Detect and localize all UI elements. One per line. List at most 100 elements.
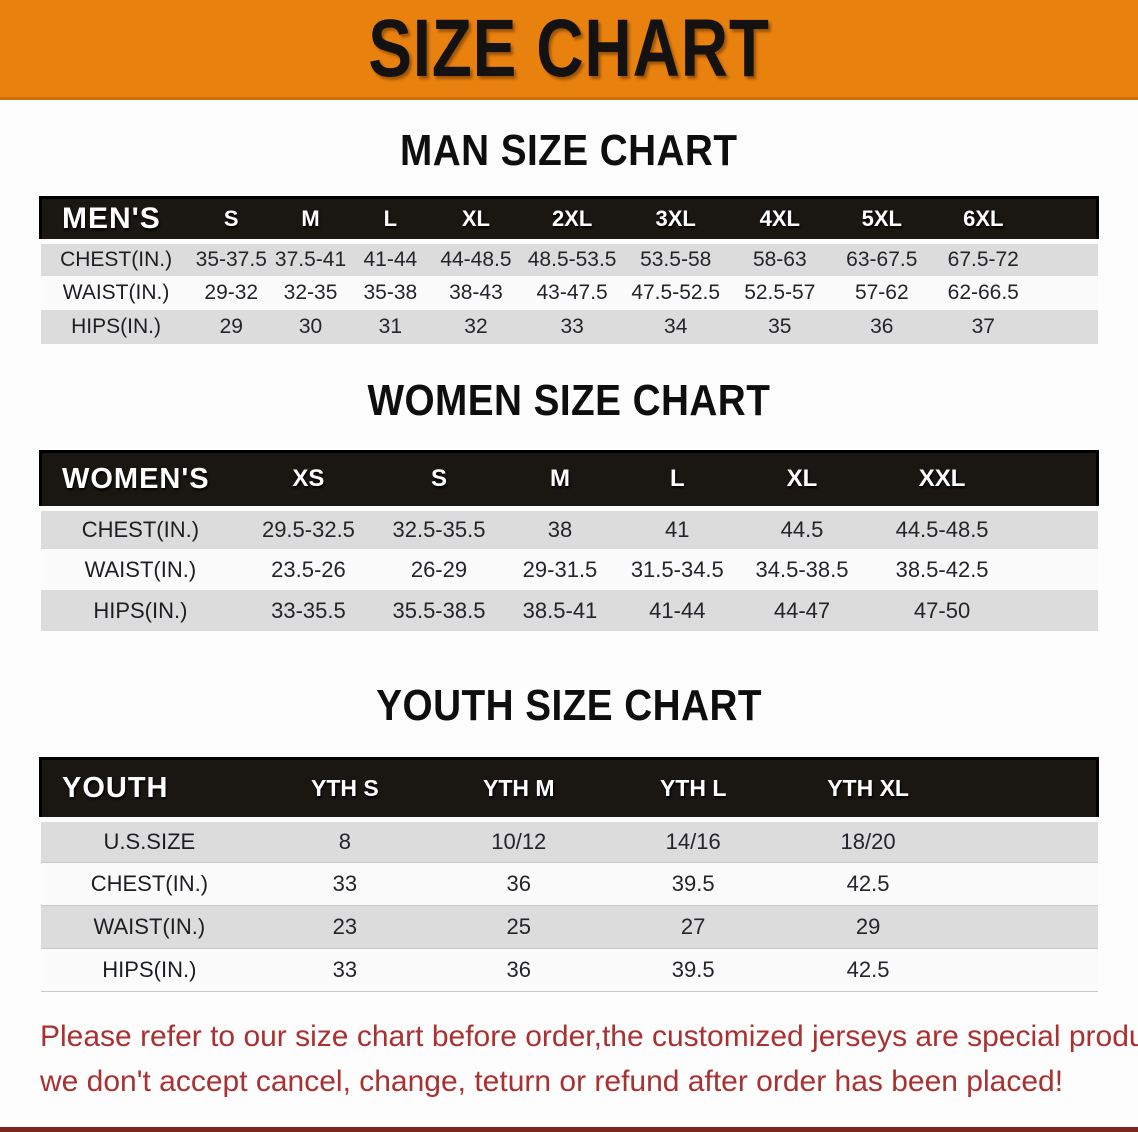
table-cell: 44.5 bbox=[735, 505, 869, 549]
table-cell: 39.5 bbox=[671, 957, 715, 982]
table-cell: 23.5-26 bbox=[271, 556, 346, 582]
table-cell: 34 bbox=[664, 314, 688, 338]
bottom-red-strip bbox=[0, 1127, 1138, 1132]
table-cell-spacer bbox=[1016, 590, 1097, 631]
women-heading-text: WOMEN SIZE CHART bbox=[367, 375, 771, 425]
table-cell: 32 bbox=[464, 314, 488, 338]
table-cell: 63-67.5 bbox=[831, 239, 933, 276]
table-cell: 33 bbox=[332, 871, 358, 896]
table-cell: 8 bbox=[258, 817, 432, 863]
table-cell-spacer bbox=[1034, 239, 1098, 276]
table-cell: 33-35.5 bbox=[271, 597, 346, 623]
table-cell: 33 bbox=[332, 957, 358, 982]
table-cell: 36 bbox=[506, 871, 532, 896]
table-cell: 37 bbox=[971, 314, 995, 338]
youth-waist-row: WAIST(IN.) 23 25 27 29 bbox=[40, 905, 1098, 949]
table-cell: 36 bbox=[870, 314, 894, 338]
youth-ussize-row: U.S.SIZE 8 10/12 14/16 18/20 bbox=[40, 817, 1098, 863]
youth-size-header: YTH S bbox=[311, 775, 379, 801]
table-cell: 62-66.5 bbox=[947, 280, 1019, 304]
table-cell: 38.5-42.5 bbox=[895, 556, 989, 582]
table-cell: 38.5-41 bbox=[522, 597, 598, 623]
table-cell: 57-62 bbox=[854, 280, 909, 304]
youth-table-label: YOUTH bbox=[62, 772, 169, 804]
mens-waist-row: WAIST(IN.) 29-32 32-35 35-38 38-43 43-47… bbox=[40, 275, 1098, 310]
disclaimer-line-2: we don't accept cancel, change, teturn o… bbox=[40, 1065, 1064, 1098]
mens-size-header: S bbox=[223, 206, 239, 231]
table-cell: 44.5-48.5 bbox=[868, 505, 1017, 549]
mens-header-spacer bbox=[1034, 198, 1098, 242]
row-label: CHEST(IN.) bbox=[40, 505, 241, 549]
youth-size-header: YTH L bbox=[659, 775, 727, 801]
table-cell: 23 bbox=[332, 914, 358, 939]
table-cell: 25 bbox=[506, 914, 532, 939]
row-label: WAIST(IN.) bbox=[93, 914, 206, 939]
womens-hips-row: HIPS(IN.) 33-35.5 35.5-38.5 38.5-41 41-4… bbox=[40, 590, 1098, 631]
womens-chest-row: CHEST(IN.) 29.5-32.5 32.5-35.5 38 41 44.… bbox=[40, 505, 1098, 549]
table-cell: 35.5-38.5 bbox=[392, 597, 486, 623]
row-label: CHEST(IN.) bbox=[90, 871, 209, 896]
womens-header-spacer bbox=[1016, 451, 1097, 508]
table-cell: 27 bbox=[680, 914, 706, 939]
table-cell: 18/20 bbox=[780, 817, 956, 863]
table-cell: 53.5-58 bbox=[622, 239, 729, 276]
mens-size-header: 2XL bbox=[551, 206, 593, 231]
row-label: WAIST(IN.) bbox=[62, 280, 170, 304]
table-cell: 29 bbox=[855, 914, 881, 939]
youth-section-heading: YOUTH SIZE CHART bbox=[0, 681, 1138, 731]
table-cell: 35 bbox=[768, 314, 792, 338]
womens-size-header: L bbox=[669, 465, 685, 492]
mens-size-header: 5XL bbox=[861, 206, 902, 231]
table-cell-spacer bbox=[1016, 505, 1098, 549]
table-cell: 33 bbox=[560, 314, 584, 338]
table-cell: 29-31.5 bbox=[522, 556, 598, 582]
womens-size-header: XL bbox=[786, 465, 818, 492]
mens-chest-row: CHEST(IN.) 35-37.5 37.5-41 41-44 44-48.5… bbox=[40, 239, 1098, 276]
table-cell: 32.5-35.5 bbox=[376, 505, 502, 549]
row-label: WAIST(IN.) bbox=[84, 556, 197, 582]
table-cell: 38 bbox=[501, 505, 619, 549]
size-chart-banner: SIZE CHART bbox=[0, 0, 1138, 100]
man-section-heading: MAN SIZE CHART bbox=[0, 126, 1138, 176]
table-cell: 29.5-32.5 bbox=[240, 505, 377, 549]
table-cell: 41-44 bbox=[350, 239, 431, 276]
mens-size-table: MEN'S S M L XL 2XL 3XL 4XL 5XL 6XL CHEST… bbox=[39, 196, 1099, 344]
mens-header-row: MEN'S S M L XL 2XL 3XL 4XL 5XL 6XL bbox=[40, 197, 1098, 242]
table-cell-spacer bbox=[956, 863, 1098, 906]
table-cell: 35-37.5 bbox=[191, 239, 271, 276]
row-label: HIPS(IN.) bbox=[93, 597, 188, 623]
mens-table-label: MEN'S bbox=[62, 202, 161, 235]
table-cell: 31.5-34.5 bbox=[630, 556, 724, 582]
womens-size-header: XXL bbox=[918, 465, 966, 492]
row-label: HIPS(IN.) bbox=[102, 957, 197, 982]
table-cell: 67.5-72 bbox=[932, 239, 1034, 276]
womens-table-label: WOMEN'S bbox=[62, 462, 210, 495]
womens-size-header: S bbox=[430, 465, 447, 492]
table-cell: 10/12 bbox=[431, 817, 606, 863]
mens-hips-row: HIPS(IN.) 29 30 31 32 33 34 35 36 37 bbox=[40, 309, 1098, 344]
mens-size-header: XL bbox=[461, 206, 490, 231]
table-cell: 48.5-53.5 bbox=[521, 239, 623, 276]
table-cell: 44-47 bbox=[773, 597, 831, 623]
table-cell: 31 bbox=[378, 314, 403, 338]
womens-size-header: M bbox=[549, 465, 570, 492]
mens-size-header: L bbox=[383, 206, 398, 231]
table-cell: 39.5 bbox=[671, 871, 715, 896]
youth-hips-row: HIPS(IN.) 33 36 39.5 42.5 bbox=[40, 948, 1098, 992]
disclaimer-line-1: Please refer to our size chart before or… bbox=[40, 1020, 1138, 1053]
table-cell-spacer bbox=[956, 906, 1098, 949]
table-cell: 58-63 bbox=[728, 239, 832, 276]
table-cell: 43-47.5 bbox=[536, 280, 608, 304]
man-heading-text: MAN SIZE CHART bbox=[400, 126, 738, 175]
youth-chest-row: CHEST(IN.) 33 36 39.5 42.5 bbox=[40, 862, 1098, 906]
table-cell: 42.5 bbox=[846, 871, 890, 896]
womens-size-table: WOMEN'S XS S M L XL XXL CHEST(IN.) 29.5-… bbox=[39, 450, 1099, 631]
womens-header-row: WOMEN'S XS S M L XL XXL bbox=[40, 451, 1098, 508]
table-cell: 29 bbox=[219, 314, 243, 338]
womens-waist-row: WAIST(IN.) 23.5-26 26-29 29-31.5 31.5-34… bbox=[40, 549, 1098, 590]
table-cell: 52.5-57 bbox=[744, 280, 816, 304]
youth-header-row: YOUTH YTH S YTH M YTH L YTH XL bbox=[40, 758, 1098, 820]
table-cell: 41 bbox=[618, 505, 736, 549]
table-cell: 36 bbox=[506, 957, 532, 982]
table-cell: 29-32 bbox=[204, 280, 259, 304]
